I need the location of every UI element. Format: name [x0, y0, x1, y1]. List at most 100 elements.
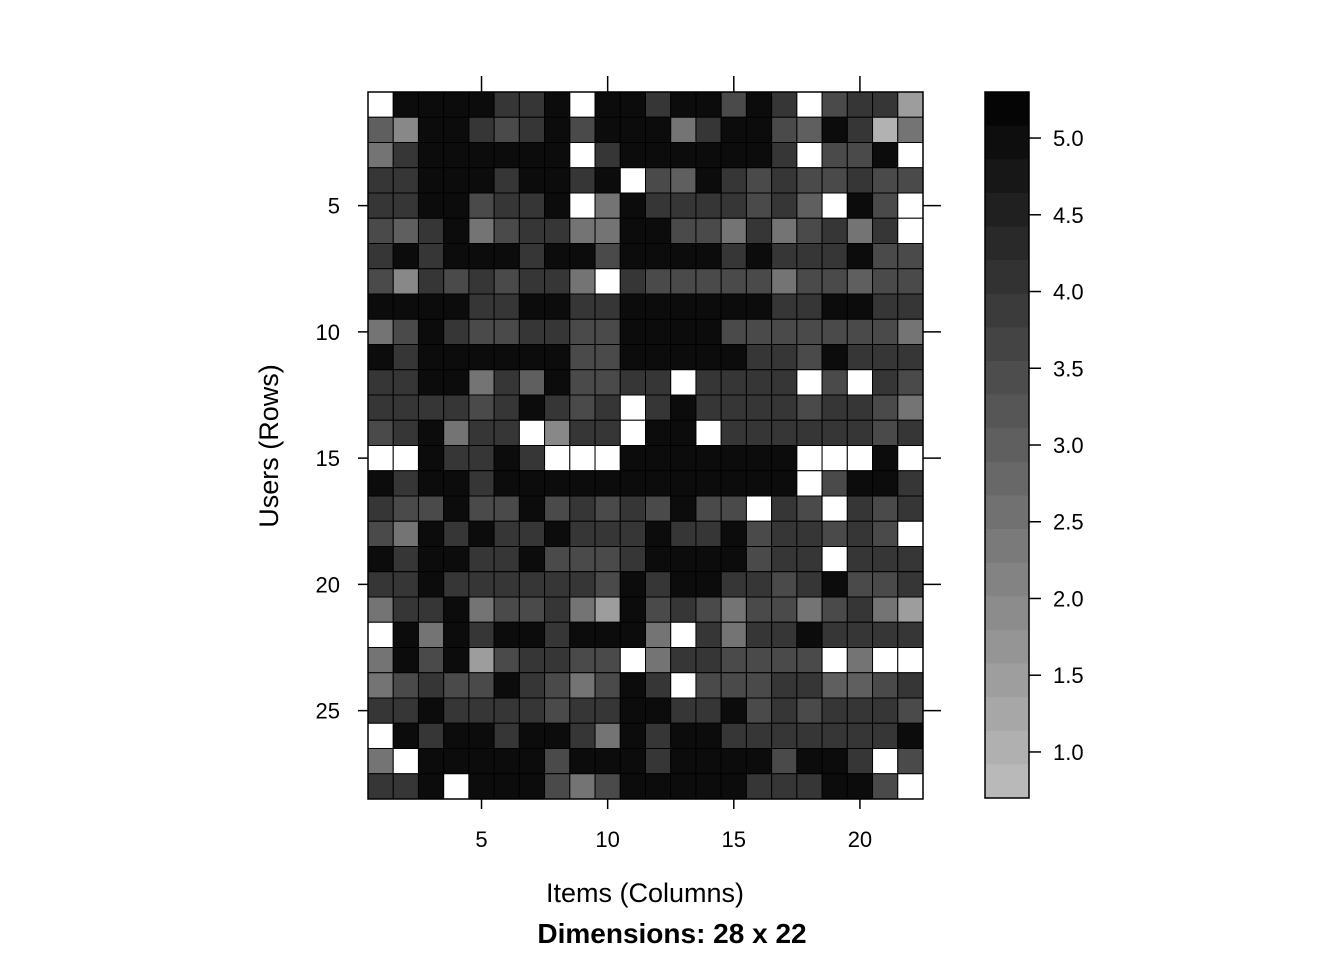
heatmap-cell [468, 243, 495, 270]
heatmap-cell [493, 445, 520, 472]
color-key-band [985, 495, 1029, 530]
heatmap-cell [619, 167, 647, 194]
heatmap-cell [544, 445, 571, 472]
heatmap-cell [695, 773, 722, 800]
heatmap-cell [796, 217, 823, 244]
heatmap-cell [443, 773, 470, 800]
heatmap-cell [443, 394, 470, 421]
heatmap-cell [720, 192, 747, 219]
heatmap-cell [796, 369, 823, 396]
heatmap-cell [720, 773, 747, 800]
heatmap-cell [619, 722, 647, 749]
heatmap-cell [443, 495, 470, 522]
heatmap-cell [594, 722, 621, 749]
heatmap-cell [417, 268, 445, 295]
heatmap-cell [872, 369, 899, 396]
heatmap-cell [544, 318, 571, 345]
heatmap-cell [594, 243, 621, 270]
heatmap-cell [846, 672, 874, 699]
heatmap-cell [796, 293, 823, 320]
heatmap-cell [897, 369, 924, 396]
heatmap-cell [569, 318, 596, 345]
heatmap-cell [745, 293, 773, 320]
heatmap-cell [872, 268, 899, 295]
heatmap-cell [695, 647, 722, 674]
heatmap-cell [544, 546, 571, 573]
heatmap-cell [569, 748, 596, 775]
heatmap-cell [443, 647, 470, 674]
color-key-tick-label: 3.0 [1053, 433, 1084, 458]
heatmap-cell [771, 91, 798, 118]
heatmap-cell [518, 520, 546, 547]
heatmap-cell [417, 394, 445, 421]
color-key-tick-label: 2.5 [1053, 510, 1084, 535]
x-axis-title: Items (Columns) [546, 878, 744, 908]
heatmap-cell [897, 470, 924, 497]
color-key-band [985, 596, 1029, 631]
heatmap-cell [392, 167, 419, 194]
heatmap-cell [745, 243, 773, 270]
heatmap-cell [443, 748, 470, 775]
heatmap-cell [518, 647, 546, 674]
heatmap-cell [821, 369, 848, 396]
heatmap-cell [897, 91, 924, 118]
heatmap-cell [846, 445, 874, 472]
heatmap-cell [796, 394, 823, 421]
heatmap-cell [846, 773, 874, 800]
heatmap-cell [392, 697, 419, 724]
heatmap-cell [695, 394, 722, 421]
heatmap-cell [443, 91, 470, 118]
heatmap-cell [695, 116, 722, 143]
heatmap-cell [417, 243, 445, 270]
heatmap-cell [443, 722, 470, 749]
heatmap-cell [468, 142, 495, 169]
heatmap-cell [619, 773, 647, 800]
heatmap-cell [897, 672, 924, 699]
heatmap-cell [493, 773, 520, 800]
heatmap-cell [367, 621, 394, 648]
heatmap-cell [569, 268, 596, 295]
heatmap-cell [619, 192, 647, 219]
heatmap-cell [771, 344, 798, 371]
heatmap-cell [392, 621, 419, 648]
color-key-tick-label: 4.5 [1053, 203, 1084, 228]
heatmap-cell [695, 243, 722, 270]
heatmap-cell [392, 520, 419, 547]
heatmap-cell [872, 419, 899, 446]
heatmap-cell [417, 217, 445, 244]
heatmap-cell [872, 470, 899, 497]
heatmap-cell [544, 167, 571, 194]
heatmap-cell [821, 520, 848, 547]
heatmap-cell [417, 369, 445, 396]
heatmap-cell [796, 419, 823, 446]
heatmap-cell [846, 293, 874, 320]
heatmap-cell [821, 571, 848, 598]
heatmap-cell [367, 672, 394, 699]
heatmap-cell [544, 268, 571, 295]
heatmap-cell [493, 167, 520, 194]
heatmap-cell [695, 546, 722, 573]
heatmap-cell [872, 621, 899, 648]
heatmap-cell [771, 697, 798, 724]
heatmap-cell [443, 571, 470, 598]
heatmap-cell [544, 217, 571, 244]
heatmap-cell [670, 520, 697, 547]
heatmap-cell [367, 192, 394, 219]
heatmap-cell [872, 647, 899, 674]
heatmap-cell [367, 495, 394, 522]
heatmap-cell [569, 470, 596, 497]
heatmap-cell [544, 419, 571, 446]
color-key-band [985, 461, 1029, 496]
heatmap-cell [443, 470, 470, 497]
heatmap-cell [645, 116, 672, 143]
heatmap-cell [670, 672, 697, 699]
heatmap-cell [720, 546, 747, 573]
heatmap-cell [619, 142, 647, 169]
heatmap-cell [846, 344, 874, 371]
heatmap-cell [417, 192, 445, 219]
heatmap-cell [645, 243, 672, 270]
heatmap-cell [745, 91, 773, 118]
heatmap-cell [594, 419, 621, 446]
heatmap-cell [897, 748, 924, 775]
heatmap-cell [645, 596, 672, 623]
